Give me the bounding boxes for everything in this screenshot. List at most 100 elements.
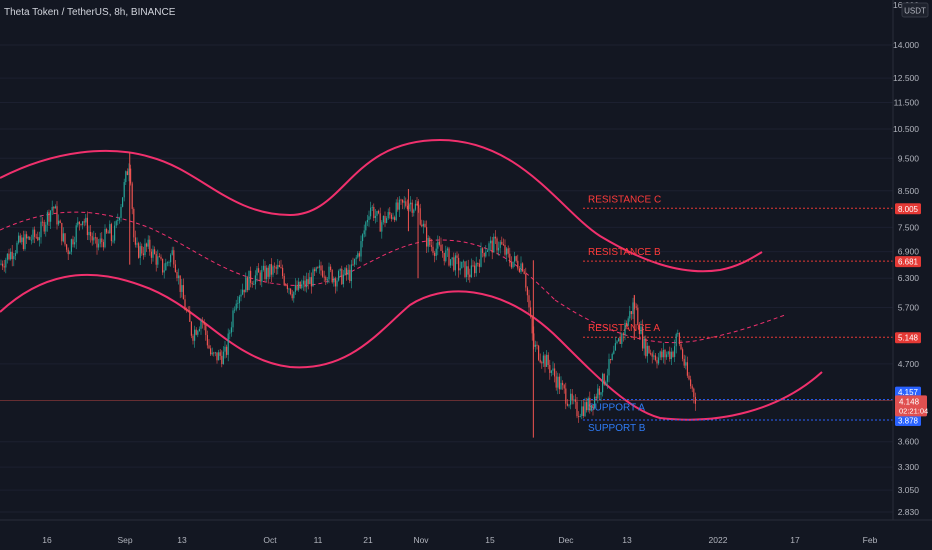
candle-body [328, 266, 330, 280]
candle-body [621, 333, 623, 344]
candle-body [379, 213, 381, 232]
candle-body [99, 238, 101, 244]
symbol-title: Theta Token / TetherUS, 8h, BINANCE [4, 7, 176, 18]
candle-body [37, 237, 39, 241]
candle-body [152, 249, 154, 258]
candle-body [602, 373, 604, 393]
candle-body [112, 240, 114, 242]
candle-body [126, 171, 128, 175]
candle-body [411, 202, 413, 213]
candle-body [56, 206, 58, 225]
candle-body [616, 341, 618, 344]
candle-body [144, 243, 146, 256]
candle-body [538, 345, 540, 360]
candle-body [610, 359, 612, 361]
candle-body [528, 295, 530, 308]
candle-body [192, 335, 194, 341]
candle-body [376, 210, 378, 216]
candle-body [72, 239, 74, 245]
candle-body [34, 229, 36, 237]
candle-body [46, 212, 48, 225]
candle-body [637, 307, 639, 326]
candle-body [69, 251, 71, 255]
sine-channel [0, 138, 823, 421]
candle-body [429, 238, 431, 246]
candle-body [578, 416, 580, 418]
candle-body [454, 255, 456, 271]
candle-body [597, 388, 599, 399]
candle-body [2, 263, 4, 267]
candle-body [677, 333, 679, 335]
candle-body [579, 416, 581, 417]
candle-body [45, 224, 47, 232]
candle-body [333, 278, 335, 283]
candle-body [3, 266, 5, 268]
candle-body [682, 349, 684, 359]
candle-body [331, 270, 333, 283]
candle-body [171, 250, 173, 255]
candle-body [264, 265, 266, 280]
candle-body [125, 171, 127, 183]
candle-body [464, 261, 466, 277]
candle-body [141, 246, 143, 254]
level-price-tag-label: 5.148 [898, 334, 919, 343]
candle-body [525, 273, 527, 288]
candle-body [442, 250, 444, 253]
candle-body [514, 256, 516, 262]
candle-body [114, 225, 116, 241]
candle-body [653, 355, 655, 357]
candle-body [443, 252, 445, 262]
candle-body [394, 217, 396, 221]
candle-body [318, 265, 320, 268]
candle-body [646, 345, 648, 357]
candle-body [102, 242, 104, 248]
candle-body [461, 261, 463, 269]
candle-body [234, 309, 236, 311]
candle-body [160, 256, 162, 259]
candle-body [315, 267, 317, 272]
candle-body [507, 248, 509, 254]
candle-body [163, 270, 165, 273]
candle-body [139, 246, 141, 258]
candle-body [296, 285, 298, 290]
candle-body [38, 237, 40, 241]
candle-body [384, 216, 386, 223]
x-tick-label: 11 [314, 535, 323, 545]
candle-body [226, 346, 228, 355]
candle-body [518, 268, 520, 272]
candle-body [370, 207, 372, 217]
candle-body [230, 327, 232, 333]
currency-badge[interactable] [901, 2, 929, 18]
candle-body [13, 256, 15, 260]
candle-body [626, 322, 628, 326]
candle-body [357, 253, 359, 258]
candle-body [205, 324, 207, 336]
candle-body [117, 220, 119, 222]
x-tick-label: 17 [790, 535, 800, 545]
candle-body [61, 222, 63, 242]
candle-body [66, 244, 68, 250]
candle-body [427, 238, 429, 247]
candle-body [506, 248, 508, 255]
y-tick-label: 9.500 [898, 153, 920, 163]
candle-body [259, 272, 261, 282]
candle-body [590, 404, 592, 411]
candle-body [334, 278, 336, 287]
candle-body [253, 284, 255, 286]
candle-body [176, 272, 178, 279]
y-tick-label: 8.500 [898, 186, 920, 196]
level-price-tag-label: 4.157 [898, 388, 919, 397]
candle-body [74, 242, 76, 245]
candle-body [530, 307, 532, 317]
candle-body [598, 388, 600, 395]
candle-body [24, 234, 26, 250]
candle-body [67, 249, 69, 255]
candle-body [672, 351, 674, 357]
candle-body [240, 294, 242, 297]
candle-body [499, 241, 501, 248]
candles [0, 152, 696, 438]
candle-body [554, 368, 556, 377]
candle-body [187, 310, 189, 312]
candle-body [115, 221, 117, 226]
